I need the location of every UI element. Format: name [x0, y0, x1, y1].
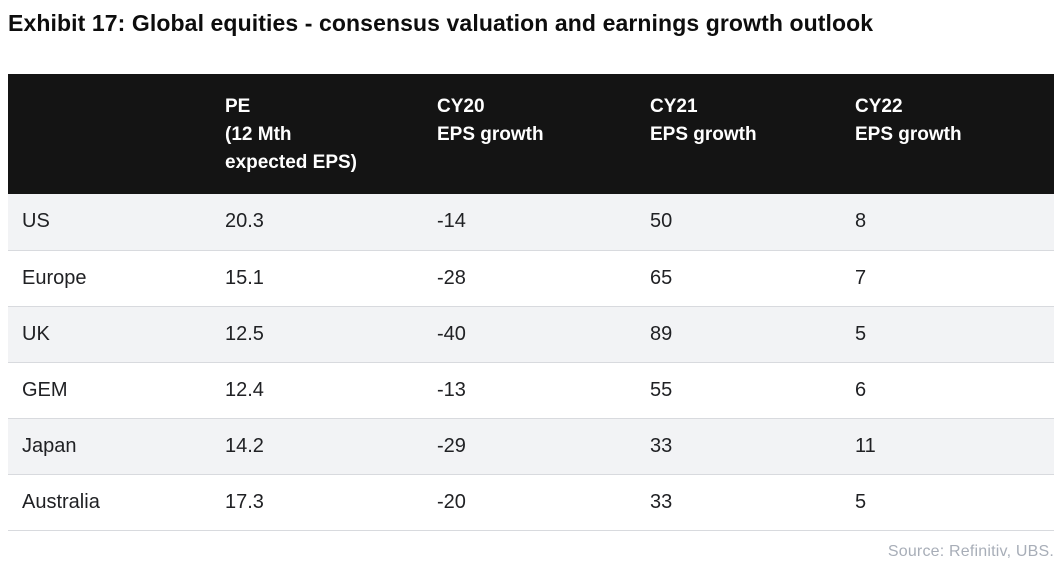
value-cell: 50: [636, 194, 841, 251]
header-cy22-eps-growth: CY22 EPS growth: [841, 74, 1054, 194]
value-cell: 12.4: [211, 362, 423, 419]
value-cell: 89: [636, 306, 841, 363]
region-cell: US: [8, 194, 211, 251]
table-row: Europe 15.1 -28 65 7: [8, 250, 1054, 307]
region-cell: Europe: [8, 250, 211, 307]
table-row: Australia 17.3 -20 33 5: [8, 474, 1054, 531]
value-cell: 11: [841, 418, 1054, 475]
value-cell: 55: [636, 362, 841, 419]
value-cell: 65: [636, 250, 841, 307]
source-note: Source: Refinitiv, UBS.: [887, 542, 1054, 560]
value-cell: 14.2: [211, 418, 423, 475]
table-header-row: PE (12 Mth expected EPS) CY20 EPS growth…: [8, 74, 1054, 194]
value-cell: 15.1: [211, 250, 423, 307]
value-cell: 5: [841, 306, 1054, 363]
region-cell: GEM: [8, 362, 211, 419]
value-cell: -40: [423, 306, 636, 363]
header-pe: PE (12 Mth expected EPS): [211, 74, 423, 194]
equities-valuation-table: PE (12 Mth expected EPS) CY20 EPS growth…: [8, 74, 1054, 531]
region-cell: Japan: [8, 418, 211, 475]
table-row: UK 12.5 -40 89 5: [8, 306, 1054, 363]
value-cell: 6: [841, 362, 1054, 419]
value-cell: 33: [636, 418, 841, 475]
region-cell: UK: [8, 306, 211, 363]
value-cell: 17.3: [211, 474, 423, 531]
table-row: GEM 12.4 -13 55 6: [8, 362, 1054, 419]
value-cell: -20: [423, 474, 636, 531]
value-cell: 33: [636, 474, 841, 531]
value-cell: 20.3: [211, 194, 423, 251]
value-cell: 12.5: [211, 306, 423, 363]
header-cy21-eps-growth: CY21 EPS growth: [636, 74, 841, 194]
value-cell: 5: [841, 474, 1054, 531]
table-row: US 20.3 -14 50 8: [8, 194, 1054, 251]
value-cell: -14: [423, 194, 636, 251]
value-cell: 8: [841, 194, 1054, 251]
value-cell: 7: [841, 250, 1054, 307]
header-cy20-eps-growth: CY20 EPS growth: [423, 74, 636, 194]
table-row: Japan 14.2 -29 33 11: [8, 418, 1054, 475]
region-cell: Australia: [8, 474, 211, 531]
value-cell: -29: [423, 418, 636, 475]
value-cell: -13: [423, 362, 636, 419]
header-region: [8, 74, 211, 194]
value-cell: -28: [423, 250, 636, 307]
exhibit-title: Exhibit 17: Global equities - consensus …: [8, 10, 874, 36]
